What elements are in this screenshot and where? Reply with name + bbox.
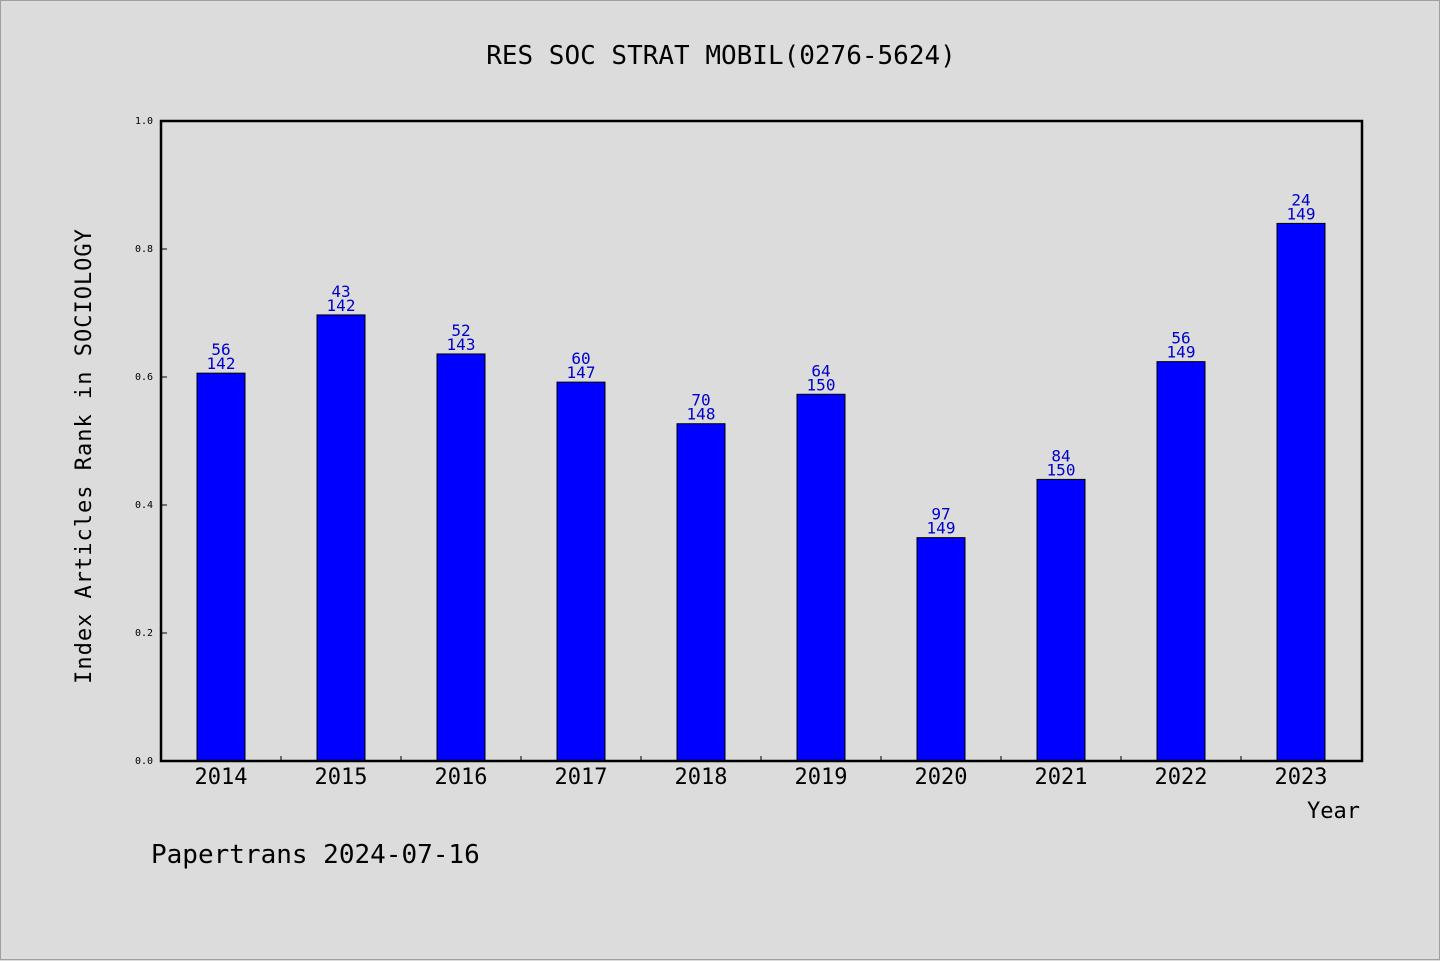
x-tick-label-2018: 2018 [675, 765, 728, 790]
y-tick-label: 0.2 [135, 628, 153, 639]
data-label-bottom-2016: 143 [447, 335, 476, 354]
data-label-bottom-2021: 150 [1047, 460, 1076, 479]
plot-area [159, 119, 1364, 763]
x-axis-label: Year [1307, 799, 1360, 824]
ticks-group: 2014 2015 2016 2017 2018 2019 2020 2021 2022 2023… [135, 116, 1328, 790]
data-label-bottom-2014: 142 [207, 354, 236, 373]
data-label-bottom-2017: 147 [567, 363, 596, 382]
bar-2022 [1156, 361, 1206, 762]
bar-2019 [796, 393, 846, 762]
data-label-top-2020: 97 [931, 505, 950, 524]
y-tick-label: 1.0 [135, 116, 153, 127]
data-label-bottom-2018: 148 [687, 405, 716, 424]
footer-credit: Papertrans 2024-07-16 [151, 840, 480, 870]
y-tick-label: 0.6 [135, 372, 153, 383]
data-label-top-2016: 52 [451, 321, 470, 340]
bar-2018 [676, 423, 726, 762]
bar-2014 [196, 372, 246, 762]
bar-2021 [1036, 478, 1086, 762]
data-label-top-2023: 24 [1291, 190, 1310, 209]
data-label-bottom-2015: 142 [327, 296, 356, 315]
y-axis-label: Index Articles Rank in SOCIOLOGY [72, 228, 97, 684]
data-label-top-2019: 64 [811, 361, 830, 380]
x-tick-label-2021: 2021 [1035, 765, 1088, 790]
bar-2020 [916, 537, 966, 762]
x-tick-label-2017: 2017 [555, 765, 608, 790]
x-tick-label-2015: 2015 [315, 765, 368, 790]
data-label-bottom-2019: 150 [807, 375, 836, 394]
data-label-bottom-2020: 149 [927, 519, 956, 538]
bars-group: 5614243142521436014770148641509714984150… [196, 190, 1326, 762]
data-label-top-2014: 56 [211, 340, 230, 359]
bar-2017 [556, 381, 606, 762]
x-tick-label-2023: 2023 [1275, 765, 1328, 790]
x-tick-label-2014: 2014 [195, 765, 248, 790]
y-tick-label: 0.8 [135, 244, 153, 255]
y-tick-label: 0.0 [135, 756, 153, 767]
bar-2023 [1276, 222, 1326, 762]
x-tick-label-2022: 2022 [1155, 765, 1208, 790]
data-label-top-2021: 84 [1051, 446, 1070, 465]
data-label-bottom-2022: 149 [1167, 343, 1196, 362]
y-tick-label: 0.4 [135, 500, 153, 511]
bar-2016 [436, 353, 486, 762]
x-tick-label-2019: 2019 [795, 765, 848, 790]
data-label-top-2018: 70 [691, 391, 710, 410]
data-label-bottom-2023: 149 [1287, 204, 1316, 223]
data-label-top-2017: 60 [571, 349, 590, 368]
bar-2015 [316, 314, 366, 762]
chart-title: RES SOC STRAT MOBIL(0276-5624) [486, 41, 956, 71]
x-tick-label-2016: 2016 [435, 765, 488, 790]
data-label-top-2022: 56 [1171, 329, 1190, 348]
data-label-top-2015: 43 [331, 282, 350, 301]
x-tick-label-2020: 2020 [915, 765, 968, 790]
